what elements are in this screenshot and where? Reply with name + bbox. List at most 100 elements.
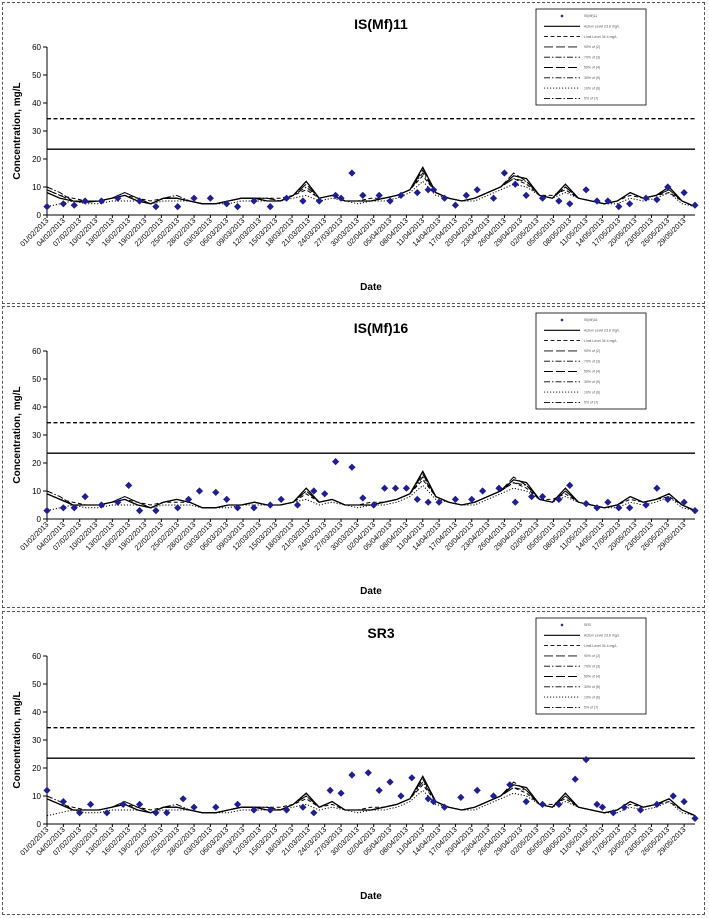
observed-point [103,809,111,817]
observed-point [337,789,345,797]
observed-point [391,484,400,492]
observed-point [642,501,650,509]
observed-point [125,481,133,489]
observed-point [664,183,672,191]
observed-point [370,501,378,509]
observed-point [266,501,274,509]
observed-point [582,756,590,764]
model-series-line [46,784,696,817]
legend-label: IS(Mf)16 [584,318,597,322]
observed-point [522,798,530,806]
observed-point [70,504,78,512]
observed-point [604,498,612,506]
observed-point [626,504,634,512]
legend-label: 30% of (5) [584,685,600,689]
observed-point [402,484,410,492]
observed-point [582,500,590,508]
observed-point [479,487,487,495]
y-tick-label: 10 [32,792,41,801]
observed-point [310,487,318,495]
legend-label: 5% of (7) [584,401,598,405]
observed-point [348,771,356,779]
y-tick-label: 0 [37,211,42,220]
observed-point [135,197,144,205]
legend-label: Action Level 23.6 mg/L [584,634,620,638]
legend-label: 5% of (7) [584,97,598,101]
x-axis-title: Date [360,282,382,293]
observed-point [566,481,574,489]
observed-point [223,495,231,503]
observed-point [538,800,547,808]
observed-point [680,189,688,197]
observed-point [190,194,198,202]
observed-point [430,798,438,806]
y-tick-label: 40 [32,99,41,108]
observed-point [97,501,106,509]
legend-label: Action Level 23.6 mg/L [584,329,620,333]
legend-label: 10% of (6) [584,390,600,394]
legend-label: 5% of (7) [584,706,598,710]
legend-box [535,617,647,715]
observed-point [473,186,481,194]
observed-point [397,191,405,199]
observed-point [408,774,416,782]
observed-point [163,809,171,817]
y-tick-label: 40 [32,708,41,717]
observed-point [359,494,367,502]
observed-point [375,191,383,199]
y-axis-title: Concentration, mg/L [12,386,23,483]
y-tick-label: 50 [32,680,41,689]
legend-label: 50% of (4) [584,66,600,70]
observed-point [680,798,688,806]
legend-label: 10% of (6) [584,86,600,90]
observed-point [598,803,607,811]
observed-point [506,781,514,789]
legend-label: 50% of (4) [584,370,600,374]
observed-point [212,803,220,811]
legend-label: 30% of (5) [584,380,600,384]
observed-point [381,484,389,492]
observed-point [691,201,699,209]
observed-point [413,495,421,503]
observed-point [375,786,383,794]
observed-point [413,189,421,197]
legend-marker [560,318,564,322]
observed-point [555,197,563,205]
observed-point [152,203,160,211]
observed-point [348,169,356,177]
observed-point [593,504,601,512]
observed-point [386,778,394,786]
observed-point [326,786,334,794]
observed-point [582,186,590,194]
x-axis-title: Date [360,586,382,597]
observed-point [195,487,204,495]
legend-label: 30% of (5) [584,76,600,80]
observed-point [653,196,661,204]
legend-label: Action Level 23.6 mg/L [584,25,620,29]
observed-point [59,200,67,208]
chart-title: IS(Mf)11 [354,16,408,32]
observed-point [489,194,498,202]
observed-point [636,806,645,814]
observed-point [135,507,144,515]
observed-point [620,803,628,811]
observed-point [174,504,182,512]
observed-point [348,463,356,471]
observed-point [451,201,460,209]
observed-point [566,200,574,208]
observed-point [440,194,449,202]
observed-point [266,806,274,814]
observed-point [615,504,623,512]
y-tick-label: 30 [32,127,41,136]
observed-point [462,191,470,199]
observed-point [604,197,612,205]
observed-point [277,495,285,503]
observed-point [615,203,623,211]
observed-point [321,490,329,498]
observed-point [206,194,214,202]
observed-point [457,793,465,801]
y-tick-label: 40 [32,403,41,412]
observed-point [114,498,122,506]
observed-point [76,809,84,817]
observed-point [691,507,699,515]
